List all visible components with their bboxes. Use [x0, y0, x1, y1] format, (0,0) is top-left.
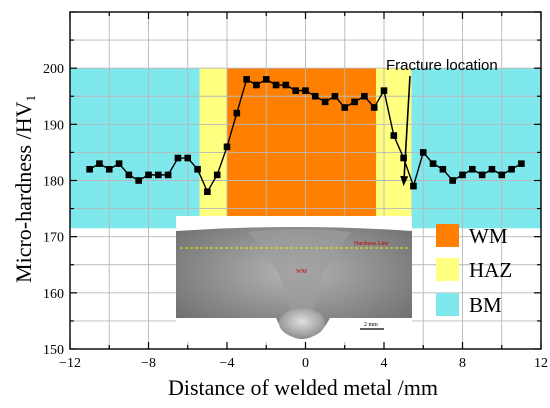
data-point	[518, 160, 525, 167]
fracture-arrowhead	[400, 175, 409, 187]
scale-label: 2 mm	[364, 322, 378, 328]
data-point	[312, 92, 319, 100]
data-point	[331, 92, 339, 100]
data-point	[282, 81, 290, 89]
data-point	[96, 160, 103, 167]
data-point	[498, 171, 506, 179]
legend-label-wm: WM	[469, 224, 508, 248]
data-point	[223, 143, 231, 151]
region-bm-0	[70, 68, 200, 229]
y-axis-title-main: Micro-hardness /HV	[11, 101, 36, 283]
y-tick-label: 180	[43, 175, 64, 190]
data-point	[449, 177, 456, 184]
data-point	[469, 165, 476, 173]
x-tick-label: −8	[141, 356, 156, 371]
y-tick-label: 190	[43, 118, 64, 133]
fracture-location-label: Fracture location	[386, 57, 498, 74]
data-point	[174, 154, 182, 162]
y-tick-label: 170	[43, 231, 64, 246]
data-point	[321, 98, 329, 106]
data-point	[292, 87, 299, 94]
data-point	[302, 87, 309, 94]
data-point	[115, 160, 123, 167]
data-point	[361, 92, 368, 100]
data-point	[233, 109, 241, 117]
data-point	[262, 76, 270, 83]
y-tick-label: 150	[43, 343, 64, 358]
data-point	[213, 171, 221, 179]
data-point	[439, 165, 447, 173]
legend-label-bm: BM	[469, 293, 502, 317]
data-point	[194, 165, 201, 173]
data-point	[351, 98, 358, 106]
data-point	[155, 171, 162, 179]
x-tick-label: 0	[302, 356, 309, 371]
axes: −12 −8 −4 0 4 8 12 150 160 170 180 190 200	[43, 11, 548, 371]
data-point	[125, 171, 133, 179]
data-point	[135, 177, 142, 184]
legend-swatch-bm	[436, 293, 459, 316]
data-point	[488, 165, 496, 173]
x-tick-label: 8	[459, 356, 466, 371]
region-bm-4	[411, 68, 541, 229]
legend-label-haz: HAZ	[469, 258, 512, 282]
hardness-line-label: Hardness Line	[354, 241, 389, 247]
fracture-annotation: Fracture location	[386, 57, 498, 187]
weld-fusion-zone	[248, 229, 352, 328]
data-point	[410, 182, 417, 190]
y-tick-label: 200	[43, 62, 64, 77]
x-tick-label: −4	[220, 356, 235, 371]
data-point	[145, 171, 152, 179]
data-point	[243, 76, 250, 83]
y-axis-title-sub: 1	[23, 95, 38, 102]
x-tick-label: 12	[534, 356, 548, 371]
data-point	[400, 154, 407, 162]
fracture-arrow	[403, 75, 411, 177]
region-wm-2	[227, 68, 377, 229]
data-point	[429, 160, 437, 167]
legend: WM HAZ BM	[436, 224, 512, 317]
y-tick-label: 160	[43, 287, 64, 302]
legend-swatch-wm	[436, 224, 459, 247]
data-point	[370, 104, 378, 111]
data-point	[105, 165, 113, 173]
data-point	[478, 171, 486, 179]
x-axis-title: Distance of welded metal /mm	[168, 375, 438, 400]
data-point	[508, 165, 515, 173]
data-point	[253, 81, 260, 89]
data-point	[390, 132, 398, 139]
data-point	[204, 188, 211, 196]
x-tick-label: −12	[59, 356, 81, 371]
wm-inset-label: WM	[296, 269, 308, 275]
legend-swatch-haz	[436, 258, 459, 281]
data-point	[419, 149, 427, 156]
zone-regions	[70, 68, 541, 229]
data-point	[380, 87, 388, 94]
weld-root-bead	[279, 308, 325, 338]
weld-macrograph-inset: Hardness Line WM 2 mm	[176, 216, 412, 342]
x-tick-label: 4	[381, 356, 388, 371]
hardness-series	[86, 76, 525, 196]
data-point	[341, 104, 349, 111]
data-point	[164, 171, 172, 179]
data-point	[459, 171, 466, 179]
data-point	[272, 81, 280, 89]
data-point	[184, 154, 192, 162]
y-axis-title: Micro-hardness /HV1	[11, 95, 38, 283]
region-haz-1	[199, 68, 227, 229]
data-point	[86, 165, 93, 173]
